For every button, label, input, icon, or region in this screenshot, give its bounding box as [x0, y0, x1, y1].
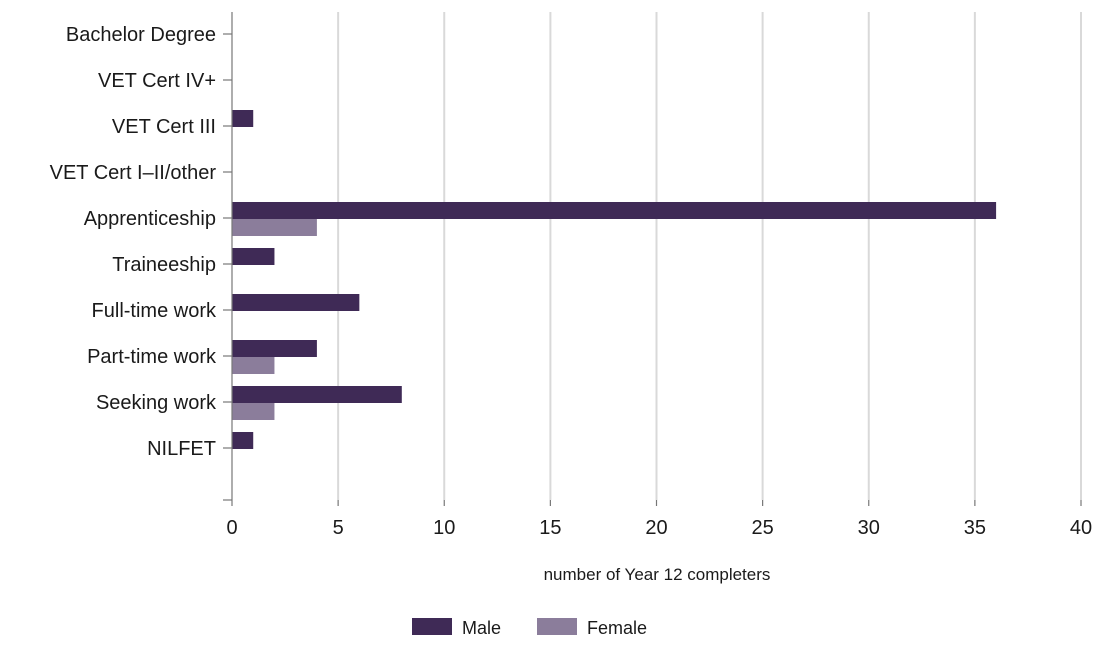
bar-female — [232, 357, 275, 374]
x-tick-label: 35 — [964, 517, 986, 539]
x-tick-label: 20 — [645, 517, 667, 539]
category-label: Apprenticeship — [84, 208, 216, 230]
bar-male — [232, 294, 360, 311]
bar-male — [232, 432, 254, 449]
bar-female — [232, 219, 317, 236]
category-label: VET Cert IV+ — [98, 70, 216, 92]
bar-male — [232, 202, 997, 219]
category-label: VET Cert III — [112, 116, 216, 138]
bar-male — [232, 110, 254, 127]
bar-male — [232, 340, 317, 357]
category-label: Seeking work — [96, 392, 217, 414]
category-label: Bachelor Degree — [66, 24, 216, 46]
category-label: VET Cert I–II/other — [50, 162, 217, 184]
x-tick-label: 40 — [1070, 517, 1092, 539]
x-axis-label: number of Year 12 completers — [544, 565, 771, 584]
bar-male — [232, 248, 275, 265]
bars — [232, 110, 997, 449]
x-tick-label: 25 — [752, 517, 774, 539]
bar-female — [232, 403, 275, 420]
category-label: Full-time work — [92, 300, 217, 322]
category-label: NILFET — [147, 438, 216, 460]
category-label: Part-time work — [87, 346, 217, 368]
x-tick-label: 10 — [433, 517, 455, 539]
legend: Male Female — [412, 618, 647, 638]
legend-swatch-female — [537, 618, 577, 635]
gridlines — [337, 12, 1082, 500]
x-tick-label: 5 — [333, 517, 344, 539]
legend-swatch-male — [412, 618, 452, 635]
x-tick-label: 30 — [858, 517, 880, 539]
legend-label-female: Female — [587, 618, 647, 638]
x-tick-label: 0 — [226, 517, 237, 539]
x-tick-label: 15 — [539, 517, 561, 539]
legend-label-male: Male — [462, 618, 501, 638]
category-label: Traineeship — [112, 254, 216, 276]
axes: 0 5 10 15 20 25 30 35 40 Bachelor Degree VET Cert … — [50, 12, 1092, 539]
bar-male — [232, 386, 402, 403]
